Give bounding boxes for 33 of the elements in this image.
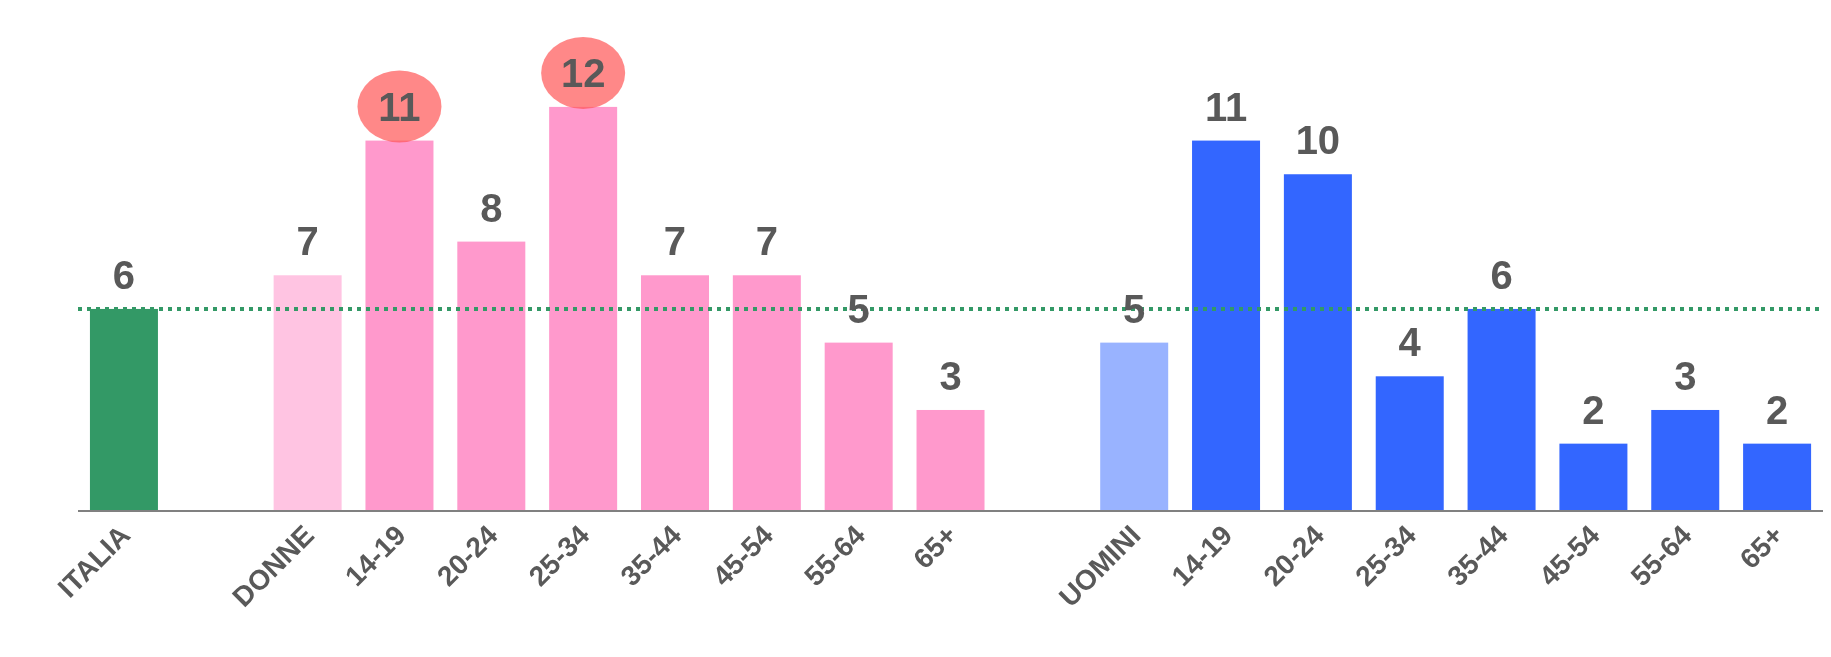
data-label: 11	[378, 84, 421, 129]
bar	[916, 409, 985, 511]
data-label: 4	[1398, 320, 1422, 365]
bar	[457, 241, 526, 511]
data-label: 6	[1490, 252, 1513, 297]
data-label: 7	[663, 219, 687, 264]
bar	[273, 275, 342, 511]
data-label: 5	[847, 286, 870, 331]
data-label: 2	[1582, 387, 1605, 432]
data-label: 2	[1765, 387, 1789, 432]
bar	[1651, 409, 1720, 511]
x-tick-label: 65+	[1733, 519, 1790, 575]
bar	[1467, 308, 1536, 511]
data-label: 10	[1295, 118, 1341, 163]
data-label: 11	[1204, 84, 1248, 129]
bar	[1559, 443, 1628, 511]
bar	[1743, 443, 1812, 511]
bar	[640, 275, 709, 511]
bar	[1100, 342, 1169, 511]
x-tick-label: 65+	[907, 519, 963, 575]
data-label: 7	[296, 219, 319, 264]
data-label: 5	[1123, 286, 1146, 331]
bar	[1192, 140, 1261, 511]
data-label: 8	[480, 185, 503, 230]
bar	[1375, 376, 1444, 511]
data-label: 3	[1674, 353, 1697, 398]
bar	[1283, 174, 1352, 511]
bar	[824, 342, 893, 511]
data-label: 6	[112, 252, 136, 297]
data-label: 3	[939, 353, 962, 398]
data-label: 12	[560, 50, 606, 95]
data-label: 7	[755, 219, 778, 264]
bar	[732, 275, 801, 511]
